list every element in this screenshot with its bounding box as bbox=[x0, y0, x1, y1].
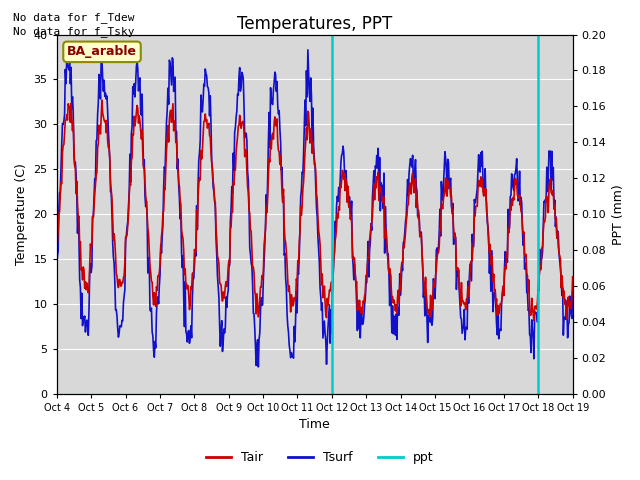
Text: BA_arable: BA_arable bbox=[67, 45, 137, 59]
Line: Tsurf: Tsurf bbox=[57, 50, 573, 367]
ppt bbox=[392, 391, 400, 396]
Tair bbox=[196, 175, 204, 180]
Tair bbox=[393, 310, 401, 316]
Tair bbox=[98, 97, 106, 103]
Y-axis label: Temperature (C): Temperature (C) bbox=[15, 163, 28, 265]
Text: No data for f_Tsky: No data for f_Tsky bbox=[13, 26, 134, 37]
X-axis label: Time: Time bbox=[300, 419, 330, 432]
Y-axis label: PPT (mm): PPT (mm) bbox=[612, 184, 625, 245]
Tair bbox=[530, 318, 538, 324]
Tsurf bbox=[168, 82, 175, 88]
Tair bbox=[53, 234, 61, 240]
Tair bbox=[378, 195, 386, 201]
ppt bbox=[195, 391, 203, 396]
ppt bbox=[569, 391, 577, 396]
ppt bbox=[115, 391, 123, 396]
Tsurf bbox=[53, 268, 61, 274]
Tsurf bbox=[195, 157, 203, 163]
Tsurf bbox=[62, 81, 70, 86]
Tsurf bbox=[394, 305, 401, 311]
Tsurf bbox=[255, 364, 262, 370]
Tsurf bbox=[304, 47, 312, 53]
Tair bbox=[62, 117, 70, 123]
Tsurf bbox=[569, 288, 577, 294]
ppt bbox=[62, 391, 70, 396]
Text: No data for f_Tdew: No data for f_Tdew bbox=[13, 12, 134, 23]
ppt bbox=[168, 391, 175, 396]
Legend: Tair, Tsurf, ppt: Tair, Tsurf, ppt bbox=[202, 446, 438, 469]
Tair bbox=[116, 277, 124, 283]
Line: Tair: Tair bbox=[57, 100, 573, 321]
Title: Temperatures, PPT: Temperatures, PPT bbox=[237, 15, 392, 33]
Tair bbox=[569, 274, 577, 280]
Tsurf bbox=[115, 330, 123, 336]
Tsurf bbox=[379, 182, 387, 188]
ppt bbox=[53, 391, 61, 396]
Tair bbox=[168, 110, 176, 116]
ppt bbox=[377, 391, 385, 396]
